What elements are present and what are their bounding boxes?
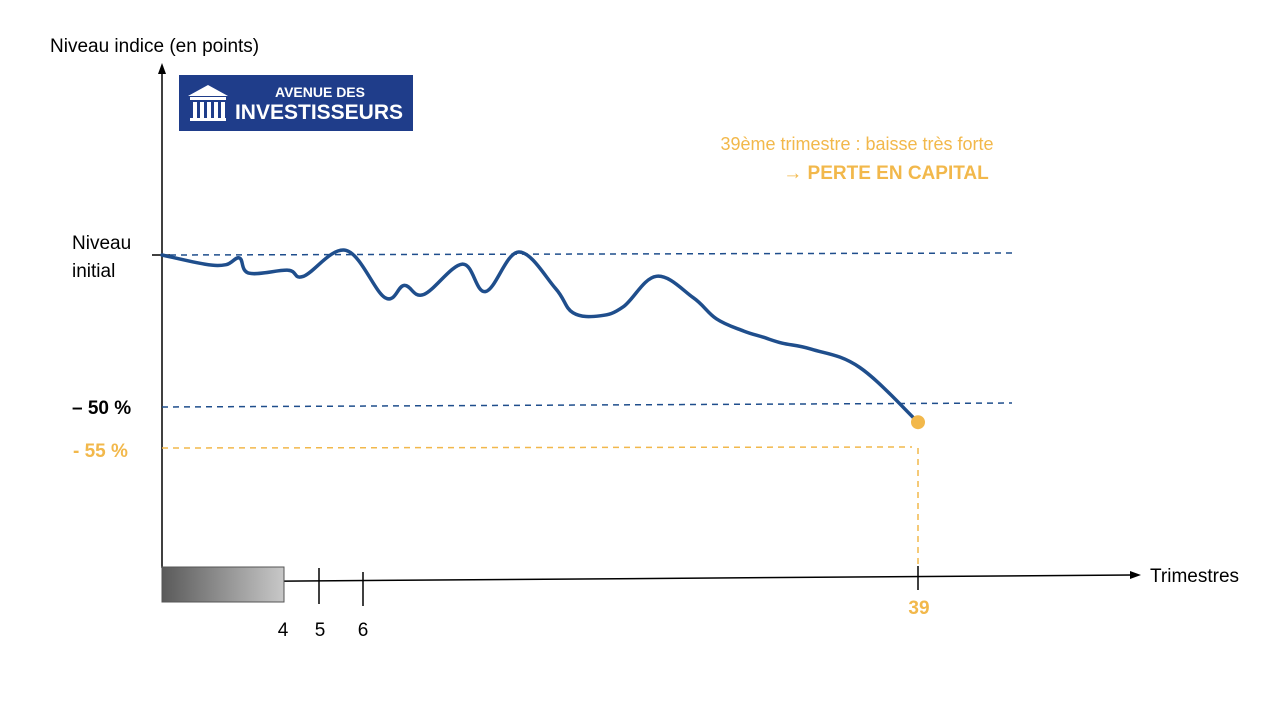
barrier-label: – 50 % [72,398,131,419]
x-tick-label-5: 5 [315,620,326,641]
final-level-label: - 55 % [73,441,128,462]
initial-level-label-line1: Niveau [72,233,131,254]
annotation-line2: → PERTE EN CAPITAL [783,163,989,184]
initial-level-label-line2: initial [72,261,115,282]
logo: AVENUE DES INVESTISSEURS [179,75,413,131]
x-axis-title: Trimestres [1150,566,1239,587]
x-axis-arrow [1130,571,1141,579]
final-point-marker [911,415,925,430]
final-level-line [161,446,913,449]
series-line [160,248,920,424]
bank-building-icon [188,85,228,121]
y-axis-title: Niveau indice (en points) [50,36,259,57]
initial-level-line [169,252,1016,256]
annotation-line1: 39ème trimestre : baisse très forte [720,134,993,154]
x-tick-label-39: 39 [908,598,929,619]
logo-text-top: AVENUE DES [275,84,365,100]
barrier-level-line [161,402,1013,408]
logo-text-bottom: INVESTISSEURS [235,101,403,124]
x-tick-label-4: 4 [278,620,289,641]
initial-period-box [161,566,285,603]
y-axis-arrow [158,63,166,74]
x-axis [161,574,1133,583]
x-tick-label-6: 6 [358,620,369,641]
